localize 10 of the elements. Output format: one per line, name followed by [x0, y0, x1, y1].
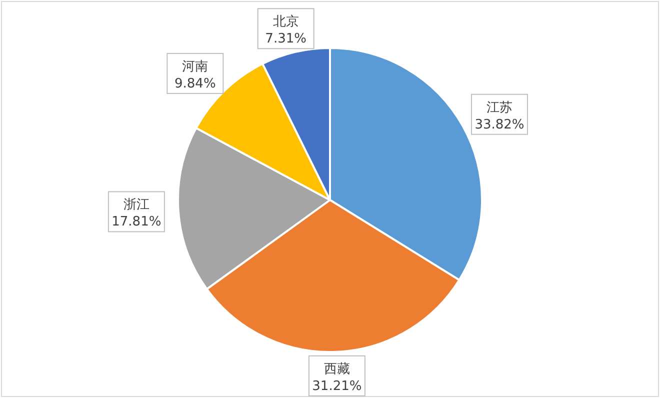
slice-label: 江苏: [486, 100, 512, 116]
data-label: 33.82%: [474, 117, 524, 132]
slice-label: 河南: [182, 59, 208, 74]
data-label: 7.31%: [265, 32, 306, 47]
slice-label: 西藏: [324, 362, 350, 377]
data-label: 31.21%: [312, 378, 362, 394]
slice-label: 北京: [272, 14, 299, 30]
data-label: 9.84%: [174, 76, 216, 92]
data-label: 17.81%: [112, 214, 162, 230]
slice-label: 浙江: [123, 198, 150, 213]
